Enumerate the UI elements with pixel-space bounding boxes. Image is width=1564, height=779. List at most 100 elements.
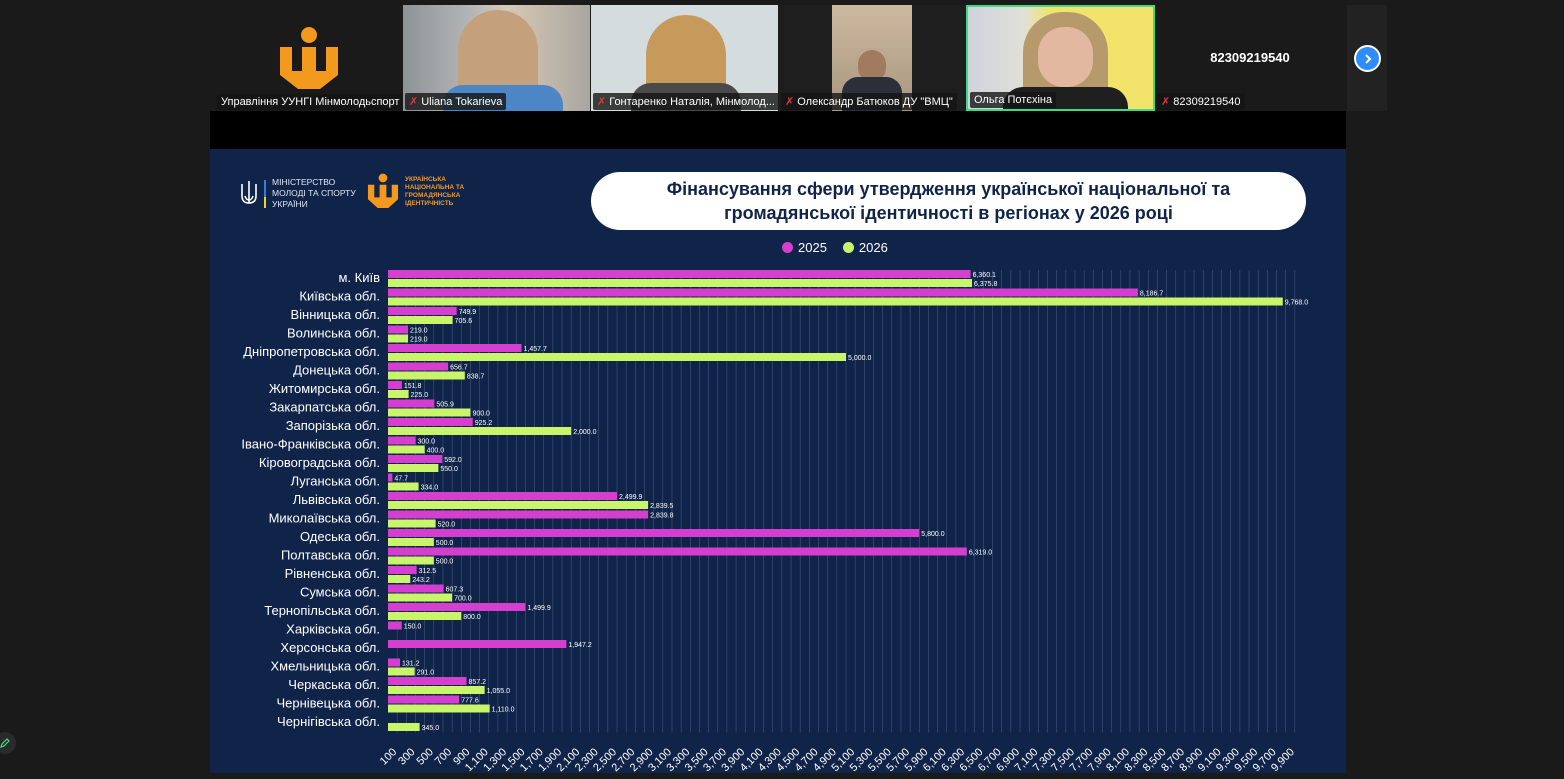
bar-2025 — [388, 344, 522, 352]
legend-item-2025: 2025 — [782, 240, 827, 255]
identity-logo-icon — [367, 173, 399, 208]
category-label: Черкаська обл. — [288, 677, 380, 692]
category-label: Луганська обл. — [291, 474, 380, 489]
bar-2025 — [388, 658, 401, 667]
bar-2026 — [388, 464, 439, 472]
identity-logo-text: УКРАЇНСЬКА НАЦІОНАЛЬНА ТА ГРОМАДЯНСЬКА І… — [405, 176, 465, 207]
x-tick-label: 500 — [414, 746, 435, 767]
bar-2026 — [388, 353, 846, 361]
bar-2025 — [388, 307, 457, 315]
data-label: 607.3 — [446, 587, 464, 594]
bar-2025 — [388, 566, 417, 574]
data-label: 777.6 — [461, 698, 479, 705]
data-label: 925.2 — [475, 420, 493, 427]
data-label: 1,499.9 — [527, 605, 550, 612]
bar-2026 — [388, 723, 420, 731]
bar-2026 — [388, 427, 572, 435]
participant-name-text: 82309219540 — [1173, 95, 1241, 108]
legend-swatch — [842, 242, 854, 253]
data-label: 300.0 — [417, 439, 435, 446]
category-label: Херсонська обл. — [280, 640, 380, 655]
participant-name: ✗ 82309219540 — [1157, 93, 1245, 110]
bar-2026 — [388, 556, 434, 565]
data-label: 243.2 — [412, 577, 430, 584]
bar-2025 — [388, 362, 449, 371]
bar-2025 — [388, 677, 467, 685]
bar-2026 — [388, 334, 409, 343]
share-top-band — [210, 111, 1346, 149]
bar-2026 — [388, 408, 471, 417]
bar-2025 — [388, 381, 402, 389]
participant-tile-video[interactable]: ✗ Uliana Tokarieva — [403, 5, 590, 111]
bar-2026 — [388, 593, 453, 602]
participant-name-text: Олександр Батюков ДУ "ВМЦ" — [797, 95, 953, 108]
category-label: Хмельницька обл. — [270, 659, 380, 674]
next-page-button[interactable] — [1354, 45, 1381, 72]
category-label: Івано-Франківська обл. — [241, 437, 380, 452]
bar-2026 — [388, 704, 490, 713]
slide-title-line: Фінансування сфери утвердження українськ… — [666, 179, 1231, 199]
data-label: 345.0 — [422, 725, 440, 732]
legend-label: 2026 — [858, 240, 888, 255]
participant-name-text: Гонтаренко Наталія, Мінмолод... — [609, 95, 775, 108]
muted-mic-icon: ✗ — [597, 96, 607, 108]
bar-2025 — [388, 270, 971, 278]
participant-name: ✗ Гонтаренко Наталія, Мінмолод... — [593, 93, 778, 110]
bar-2025 — [388, 510, 649, 519]
data-label: 151.8 — [404, 383, 422, 390]
category-label: Миколаївська обл. — [269, 511, 380, 526]
participant-tile-video[interactable]: ✗ Олександр Батюков ДУ "ВМЦ" — [779, 5, 966, 111]
data-label: 656.7 — [450, 365, 468, 372]
bar-2025 — [388, 288, 1138, 297]
x-tick-label: 300 — [396, 746, 417, 767]
data-label: 500.0 — [436, 540, 454, 547]
data-label: 1,457.7 — [524, 346, 547, 353]
participant-tile-active-speaker[interactable]: Ольга Потєхіна — [966, 5, 1155, 111]
x-tick-label: 700 — [433, 746, 454, 767]
legend-label: 2025 — [798, 240, 827, 255]
bar-2026 — [388, 667, 415, 676]
pencil-icon — [0, 738, 10, 748]
bar-2025 — [388, 473, 393, 482]
category-label: Рівненська обл. — [285, 566, 380, 581]
category-label: Донецька обл. — [293, 363, 380, 378]
data-label: 500.0 — [436, 559, 454, 566]
data-label: 505.9 — [436, 402, 454, 409]
participant-name: ✗ Олександр Батюков ДУ "ВМЦ" — [781, 93, 957, 110]
category-label: м. Київ — [338, 270, 380, 285]
ministry-logo-text: МІНІСТЕРСТВО МОЛОДІ ТА СПОРТУ УКРАЇНИ — [272, 177, 356, 209]
data-label: 219.0 — [410, 328, 428, 335]
category-label: Житомирська обл. — [269, 381, 380, 396]
bar-2025 — [388, 455, 443, 463]
bar-2026 — [388, 482, 419, 491]
participant-tile-video[interactable]: ✗ Гонтаренко Наталія, Мінмолод... — [591, 5, 778, 111]
data-label: 5,800.0 — [921, 531, 944, 538]
category-label: Сумська обл. — [300, 585, 380, 600]
data-label: 9,768.0 — [1285, 300, 1308, 307]
category-label: Чернівецька обл. — [276, 696, 380, 711]
category-label: Київська обл. — [299, 289, 380, 304]
bar-2025 — [388, 584, 444, 593]
bar-2026 — [388, 371, 465, 380]
bar-2025 — [388, 436, 416, 445]
bar-2026 — [388, 519, 436, 528]
data-label: 47.7 — [394, 476, 408, 483]
muted-mic-icon: ✗ — [785, 96, 795, 108]
category-label: Полтавська обл. — [281, 548, 380, 563]
participant-name: Ольга Потєхіна — [970, 92, 1057, 108]
data-label: 2,839.5 — [650, 503, 673, 510]
trident-icon — [241, 180, 257, 204]
data-label: 6,319.0 — [969, 550, 992, 557]
data-label: 6,360.1 — [973, 272, 996, 279]
data-label: 550.0 — [440, 466, 458, 473]
category-label: Дніпропетровська обл. — [243, 344, 380, 359]
data-label: 225.0 — [411, 392, 429, 399]
data-label: 705.6 — [455, 318, 473, 325]
participant-tile-no-video[interactable]: 82309219540 ✗ 82309219540 — [1155, 5, 1345, 111]
muted-mic-icon: ✗ — [1161, 96, 1171, 108]
edit-button[interactable] — [0, 732, 16, 754]
participant-tile-logo[interactable]: Управління УУНГІ Мінмолодьспорт — [215, 5, 402, 111]
bar-2026 — [388, 575, 411, 583]
data-label: 6,375.8 — [974, 281, 997, 288]
data-label: 1,947.2 — [568, 642, 591, 649]
